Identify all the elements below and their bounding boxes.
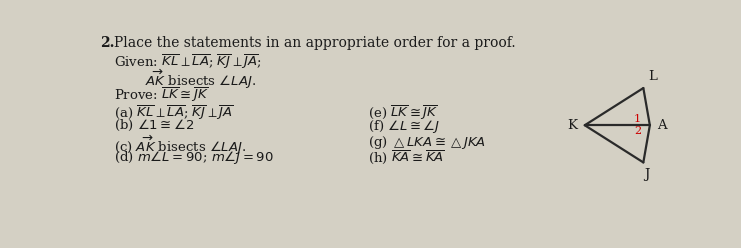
Text: (d) $m\angle L = 90$; $m\angle J = 90$: (d) $m\angle L = 90$; $m\angle J = 90$: [113, 149, 273, 166]
Text: Prove: $\overline{LK} \cong \overline{JK}$: Prove: $\overline{LK} \cong \overline{JK…: [113, 85, 208, 104]
Text: 2.: 2.: [100, 36, 115, 50]
Text: $\overrightarrow{AK}$ bisects $\angle LAJ$.: $\overrightarrow{AK}$ bisects $\angle LA…: [145, 68, 256, 92]
Text: (e) $\overline{LK} \cong \overline{JK}$: (e) $\overline{LK} \cong \overline{JK}$: [368, 104, 438, 122]
Text: 1: 1: [634, 115, 641, 124]
Text: (f) $\angle L \cong \angle J$: (f) $\angle L \cong \angle J$: [368, 118, 440, 135]
Text: (b) $\angle 1 \cong \angle 2$: (b) $\angle 1 \cong \angle 2$: [113, 118, 194, 133]
Text: (g) $\triangle LKA \cong \triangle JKA$: (g) $\triangle LKA \cong \triangle JKA$: [368, 134, 485, 151]
Text: (h) $\overline{KA} \cong \overline{KA}$: (h) $\overline{KA} \cong \overline{KA}$: [368, 149, 445, 166]
Text: Place the statements in an appropriate order for a proof.: Place the statements in an appropriate o…: [113, 36, 515, 50]
Text: 2: 2: [634, 126, 641, 136]
Text: L: L: [648, 70, 657, 83]
Text: A: A: [657, 119, 666, 132]
Text: Given: $\overline{KL} \perp \overline{LA}$; $\overline{KJ} \perp \overline{JA}$;: Given: $\overline{KL} \perp \overline{LA…: [113, 53, 262, 71]
Text: (a) $\overline{KL} \perp \overline{LA}$; $\overline{KJ} \perp \overline{JA}$: (a) $\overline{KL} \perp \overline{LA}$;…: [113, 104, 233, 122]
Text: K: K: [567, 119, 577, 132]
Text: (c) $\overrightarrow{AK}$ bisects $\angle LAJ$.: (c) $\overrightarrow{AK}$ bisects $\angl…: [113, 134, 246, 157]
Text: J: J: [644, 168, 649, 181]
